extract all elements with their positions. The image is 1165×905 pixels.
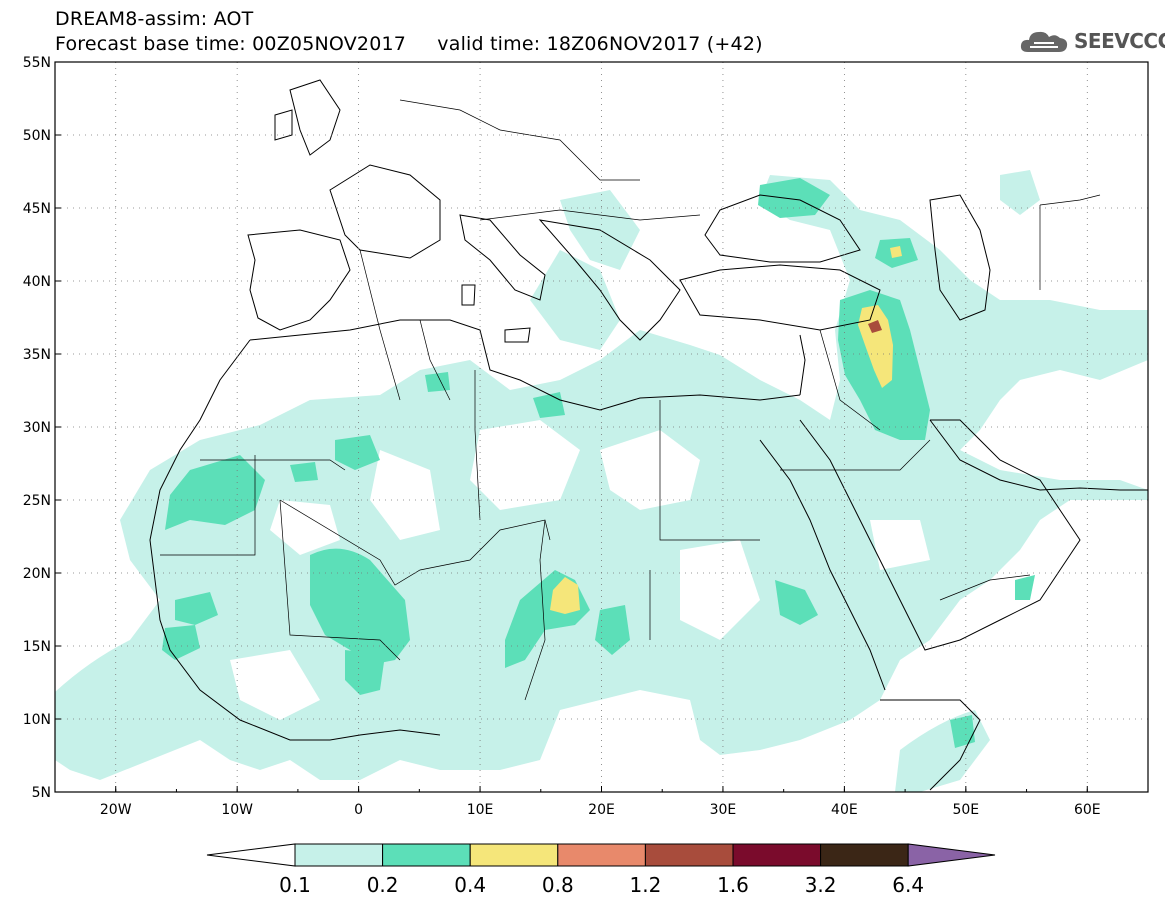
color-bar-label: 0.1 [279,873,311,897]
lat-label: 40N [23,274,51,290]
color-bar-label: 0.2 [367,873,399,897]
color-bar-labels: 0.1 0.2 0.4 0.8 1.2 1.6 3.2 6.4 [279,873,924,897]
lon-label: 50E [952,802,979,818]
latitude-labels: 55N 50N 45N 40N 35N 30N 25N 20N 15N 10N 5N [23,55,51,801]
lat-label: 20N [23,566,51,582]
lon-label: 30E [710,802,737,818]
color-bar-label: 1.6 [717,873,749,897]
seevccc-logo: SEEVCCC [1018,27,1165,55]
graticule [55,62,1148,792]
color-bar-box [557,843,646,867]
color-bar-box [732,843,822,867]
color-bar-box [644,843,734,867]
lat-label: 10N [23,712,51,728]
lon-label: 20W [100,802,132,818]
forecast-time-line: Forecast base time: 00Z05NOV2017 valid t… [55,33,763,55]
lon-label: 40E [831,802,858,818]
color-bar-box [820,843,909,867]
lon-label: 10W [221,802,253,818]
map-title: DREAM8-assim: AOT [55,8,254,30]
lat-label: 45N [23,201,51,217]
color-bar-label: 0.8 [542,873,574,897]
aot-level-0.4 [550,246,902,614]
color-bar-label: 0.4 [454,873,486,897]
color-bar-high-arrow [907,843,996,867]
axis-ticks [54,61,1149,793]
lon-label: 10E [467,802,494,818]
coastlines [149,79,1148,791]
aot-field [55,170,1148,792]
color-bar-box [469,843,559,867]
lat-label: 15N [23,639,51,655]
lat-label: 30N [23,420,51,436]
color-bar [206,843,996,867]
longitude-labels: 20W 10W 0 10E 20E 30E 40E 50E 60E [100,802,1101,818]
lat-label: 50N [23,128,51,144]
lon-label: 20E [588,802,615,818]
color-bar-low-arrow [206,843,296,867]
lat-label: 35N [23,347,51,363]
lat-label: 25N [23,493,51,509]
lat-label: 55N [23,55,51,71]
lon-label: 60E [1074,802,1101,818]
color-bar-box [294,843,384,867]
color-bar-label: 1.2 [629,873,661,897]
country-borders [160,99,1101,701]
lat-label: 5N [32,785,51,801]
color-bar-label: 3.2 [805,873,837,897]
lon-label: 0 [354,802,363,818]
cloud-icon [1020,31,1068,52]
color-bar-box [382,843,471,867]
aot-level-1.2 [868,320,882,333]
aot-gaps [230,420,930,720]
logo-text: SEEVCCC [1074,29,1165,53]
color-bar-label: 6.4 [892,873,924,897]
